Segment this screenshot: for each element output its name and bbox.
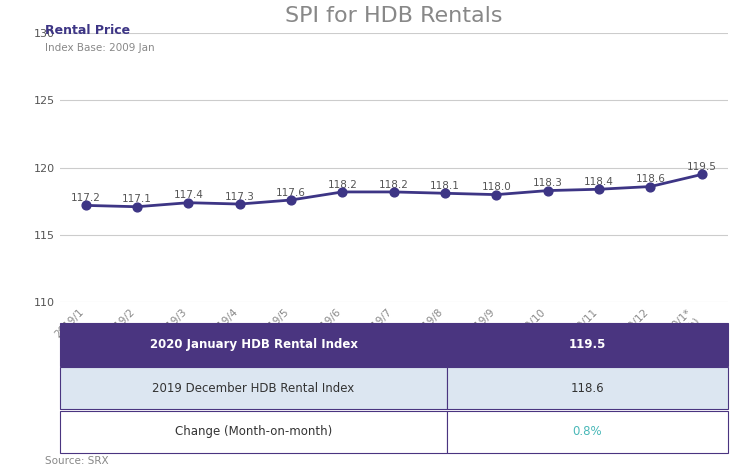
- Point: [234, 200, 246, 208]
- Text: Index Base: 2009 Jan: Index Base: 2009 Jan: [45, 43, 154, 53]
- FancyBboxPatch shape: [447, 411, 728, 453]
- FancyBboxPatch shape: [60, 367, 447, 409]
- Point: [182, 199, 194, 207]
- Point: [388, 188, 400, 196]
- Text: 119.5: 119.5: [687, 162, 717, 172]
- Text: Rental Price: Rental Price: [45, 24, 130, 36]
- Title: SPI for HDB Rentals: SPI for HDB Rentals: [285, 6, 502, 26]
- Point: [542, 187, 554, 194]
- Text: 118.2: 118.2: [379, 180, 409, 190]
- Text: 118.4: 118.4: [584, 177, 614, 187]
- FancyBboxPatch shape: [60, 411, 447, 453]
- Point: [439, 190, 451, 197]
- Text: 0.8%: 0.8%: [572, 425, 602, 438]
- Text: 117.2: 117.2: [70, 193, 100, 203]
- Text: 118.0: 118.0: [482, 182, 512, 192]
- FancyBboxPatch shape: [60, 324, 447, 366]
- FancyBboxPatch shape: [447, 367, 728, 409]
- Text: 118.6: 118.6: [635, 174, 665, 184]
- Text: 117.6: 117.6: [276, 188, 306, 198]
- Point: [337, 188, 349, 196]
- Text: Change (Month-on-month): Change (Month-on-month): [175, 425, 332, 438]
- Text: 2020 January HDB Rental Index: 2020 January HDB Rental Index: [149, 338, 358, 351]
- Text: 117.1: 117.1: [122, 194, 152, 204]
- Text: 118.6: 118.6: [571, 382, 604, 394]
- Text: 119.5: 119.5: [568, 338, 606, 351]
- Text: 118.3: 118.3: [532, 178, 562, 188]
- Point: [80, 201, 92, 209]
- Text: 118.1: 118.1: [430, 181, 460, 191]
- Point: [131, 203, 143, 210]
- Point: [696, 171, 708, 178]
- Point: [593, 185, 605, 193]
- Text: Source: SRX: Source: SRX: [45, 456, 109, 466]
- Point: [285, 196, 297, 204]
- FancyBboxPatch shape: [447, 324, 728, 366]
- Point: [490, 191, 502, 198]
- Text: 117.3: 117.3: [225, 192, 255, 201]
- Text: 118.2: 118.2: [328, 180, 357, 190]
- Text: 2019 December HDB Rental Index: 2019 December HDB Rental Index: [152, 382, 355, 394]
- Text: 117.4: 117.4: [173, 190, 203, 200]
- Point: [644, 183, 656, 190]
